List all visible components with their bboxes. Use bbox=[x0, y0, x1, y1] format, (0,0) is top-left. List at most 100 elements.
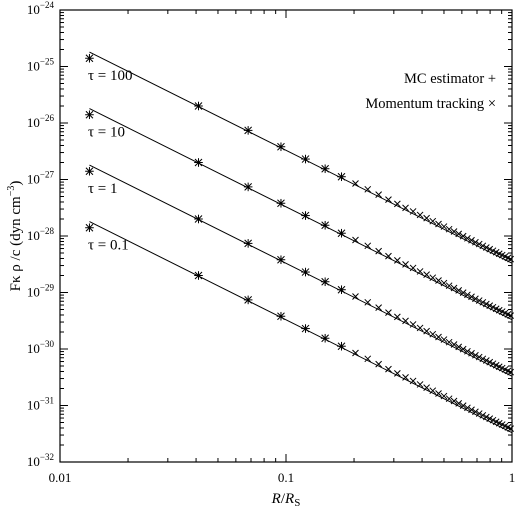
data-point-cross bbox=[468, 293, 475, 301]
data-point-cross bbox=[423, 384, 430, 392]
data-point-cross bbox=[489, 247, 497, 255]
legend-label-mc: MC estimator bbox=[404, 71, 484, 87]
data-point-cross bbox=[495, 250, 503, 258]
y-tick-label: 10−25 bbox=[27, 57, 55, 74]
data-point-cross bbox=[375, 191, 382, 198]
data-point-cross bbox=[416, 268, 424, 275]
data-point-cross bbox=[482, 413, 490, 421]
data-point-cross bbox=[459, 402, 467, 409]
data-point-cross bbox=[402, 260, 409, 268]
data-point-cross bbox=[507, 312, 514, 319]
legend-entry-momentum-tracking: Momentum tracking × bbox=[365, 96, 496, 112]
data-point-cross bbox=[486, 415, 494, 423]
data-point-cross bbox=[464, 291, 471, 299]
fit-line bbox=[89, 51, 513, 264]
data-point-cross bbox=[486, 245, 494, 253]
data-point-cross bbox=[402, 373, 409, 381]
data-point-cross bbox=[364, 185, 372, 193]
y-tick-label: 10−28 bbox=[27, 226, 55, 243]
x-axis-ticks: 0.01 0.1 1 bbox=[49, 10, 516, 485]
x-tick-label: 1 bbox=[509, 470, 516, 485]
data-point-cross bbox=[429, 387, 437, 395]
legend-label-momentum: Momentum tracking bbox=[365, 96, 484, 112]
data-point-cross bbox=[504, 367, 512, 375]
data-point-cross bbox=[450, 284, 458, 292]
data-point-cross bbox=[482, 244, 490, 251]
data-point-cross bbox=[468, 236, 475, 244]
series-label: τ = 10 bbox=[88, 125, 125, 141]
data-point-cross bbox=[475, 410, 483, 417]
data-point-cross bbox=[402, 204, 409, 212]
data-point-cross bbox=[468, 349, 475, 357]
data-point-cross bbox=[472, 408, 479, 416]
data-point-cross bbox=[409, 208, 417, 215]
data-point-cross bbox=[385, 196, 392, 203]
data-point-cross bbox=[352, 349, 359, 357]
legend-marker-mc: + bbox=[488, 71, 496, 87]
data-point-cross bbox=[504, 424, 512, 431]
data-point-cross bbox=[394, 313, 401, 321]
data-point-cross bbox=[450, 341, 458, 348]
data-point-cross bbox=[416, 324, 424, 332]
data-point-cross bbox=[375, 247, 382, 255]
data-point-cross bbox=[504, 311, 512, 318]
data-point-cross bbox=[479, 298, 487, 306]
data-point-cross bbox=[495, 363, 503, 371]
data-point-cross bbox=[482, 357, 490, 364]
data-point-cross bbox=[479, 242, 487, 250]
fit-lines bbox=[89, 51, 513, 434]
data-point-cross bbox=[435, 333, 442, 341]
data-point-cross bbox=[492, 305, 500, 313]
data-point-cross bbox=[489, 416, 497, 424]
data-point-cross bbox=[440, 279, 448, 287]
data-point-cross bbox=[416, 381, 424, 388]
data-point-cross bbox=[472, 238, 479, 246]
data-point-cross bbox=[501, 253, 509, 260]
data-point-cross bbox=[498, 251, 506, 259]
data-point-cross bbox=[409, 264, 417, 272]
data-point-cross bbox=[409, 321, 417, 328]
data-point-cross bbox=[440, 336, 448, 343]
data-point-cross bbox=[440, 392, 448, 400]
data-point-cross bbox=[423, 214, 430, 222]
data-point-cross bbox=[364, 298, 372, 306]
data-point-cross bbox=[435, 220, 442, 228]
data-point-cross bbox=[385, 365, 392, 373]
series-label: τ = 1 bbox=[88, 181, 118, 197]
data-point-cross bbox=[464, 234, 471, 242]
data-point-cross bbox=[455, 343, 463, 351]
fit-line bbox=[89, 164, 513, 377]
data-point-cross bbox=[429, 274, 437, 282]
data-point-cross bbox=[486, 302, 494, 310]
series-label: τ = 0.1 bbox=[88, 238, 129, 254]
data-point-cross bbox=[445, 338, 453, 346]
data-point-cross bbox=[435, 277, 442, 284]
data-point-cross bbox=[364, 355, 372, 363]
legend-marker-momentum: × bbox=[488, 96, 496, 112]
data-point-cross bbox=[423, 327, 430, 335]
data-point-cross bbox=[385, 309, 392, 316]
data-point-cross bbox=[459, 345, 467, 353]
data-point-cross bbox=[429, 217, 437, 225]
data-point-cross bbox=[450, 397, 458, 405]
data-point-cross bbox=[492, 248, 500, 256]
y-tick-label: 10−24 bbox=[27, 0, 55, 17]
data-point-cross bbox=[455, 287, 463, 294]
data-point-cross bbox=[501, 309, 509, 317]
data-point-cross bbox=[459, 232, 467, 240]
data-point-cross bbox=[352, 180, 359, 187]
data-point-cross bbox=[498, 421, 506, 428]
data-point-cross bbox=[455, 400, 463, 407]
data-point-cross bbox=[409, 377, 417, 385]
data-point-cross bbox=[486, 358, 494, 366]
data-point-cross bbox=[435, 390, 442, 397]
series-labels: τ = 100 τ = 10 τ = 1 τ = 0.1 bbox=[88, 68, 133, 254]
y-tick-label: 10−30 bbox=[27, 339, 55, 356]
x-tick-label: 0.01 bbox=[49, 470, 72, 485]
y-tick-label: 10−26 bbox=[27, 113, 55, 130]
data-point-cross bbox=[352, 236, 359, 244]
data-point-cross bbox=[468, 406, 475, 414]
data-markers bbox=[85, 53, 514, 432]
y-tick-label: 10−27 bbox=[27, 170, 55, 187]
